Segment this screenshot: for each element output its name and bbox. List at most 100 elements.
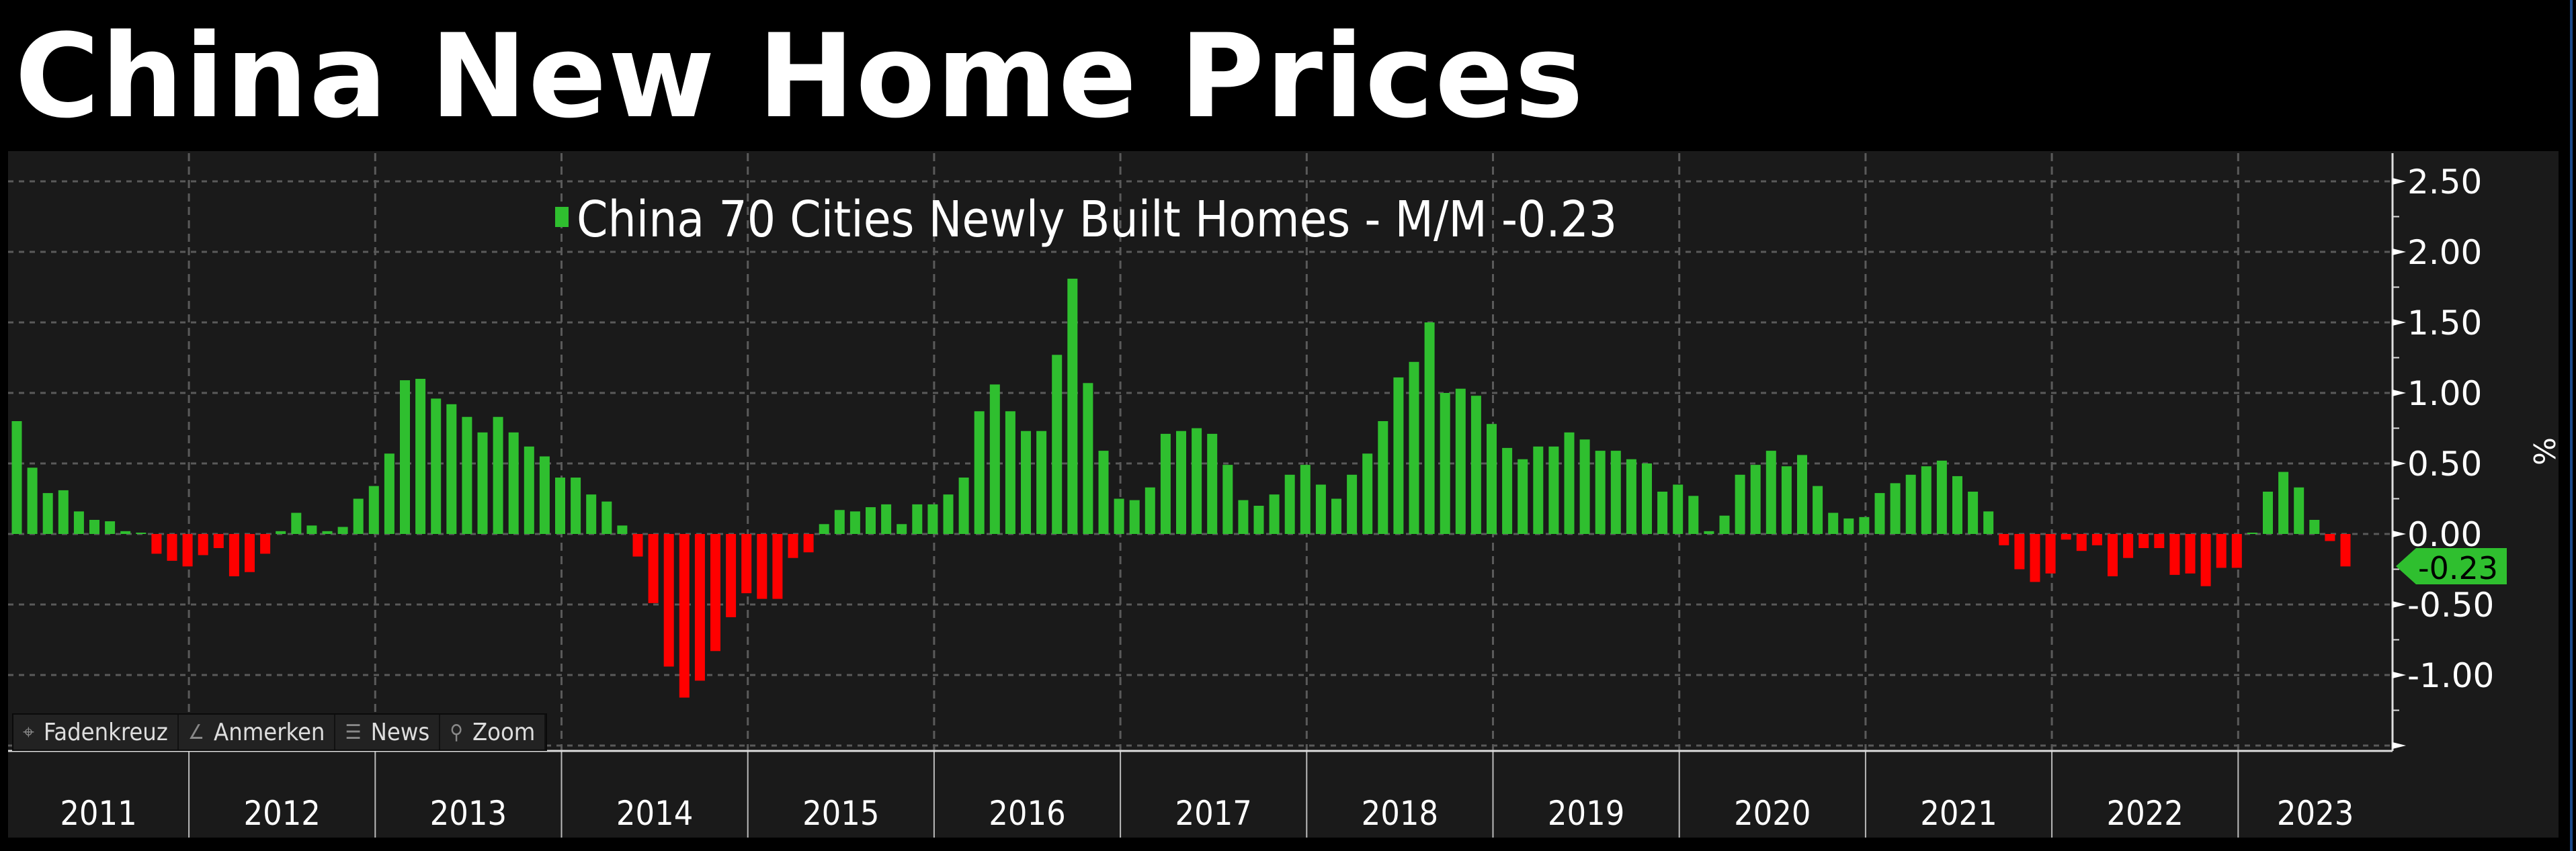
bar [2045,534,2056,574]
y-tick [2393,672,2406,678]
bar [943,494,954,534]
bar [1564,432,1575,534]
y-tick [2393,390,2406,396]
crosshair-icon: ⌖ [23,720,34,744]
bar [337,527,348,534]
bar [912,504,923,534]
bar [2138,534,2149,548]
bar [571,478,581,534]
bar [1502,447,1513,534]
bar [42,493,53,534]
last-value-label: -0.23 [2418,550,2498,586]
bar [1331,498,1341,534]
bar [1626,459,1636,534]
bar [245,534,255,572]
x-axis: 2011 2012 2013 2014 2015 2016 2017 2018 2019 2020… [8,750,2393,838]
x-tick-label: 2020 [1734,794,1811,833]
bar [368,486,379,534]
bar [1176,431,1186,534]
bar [617,525,628,534]
toolbar-zoom-button[interactable]: ⚲ Zoom [440,715,545,750]
bar [586,494,597,534]
bar [477,432,488,534]
bar [1843,518,1854,534]
bar [1067,278,1078,534]
bars [11,278,2351,698]
pencil-icon: ∠ [188,720,205,744]
toolbar-button-label: Zoom [472,718,536,746]
bar [772,534,783,599]
bar [1455,388,1466,534]
bar [1052,355,1063,534]
x-tick-label: 2011 [60,794,136,833]
bar [679,534,690,698]
bar [866,507,876,534]
y-tick-label: 2.00 [2407,233,2482,272]
toolbar-fadenkreuz-button[interactable]: ⌖ Fadenkreuz [13,715,177,750]
bar [2108,534,2118,576]
chart-title: China New Home Prices [15,9,1585,144]
bar [493,416,503,534]
bar [2294,487,2304,534]
bar [73,511,84,534]
bar [1905,474,1916,534]
bar [1999,534,2009,545]
y-tick-label: 1.00 [2407,374,2482,413]
x-tick-label: 2013 [430,794,507,833]
bar [2247,533,2257,534]
toolbar-button-label: News [370,718,430,746]
bar [2076,534,2087,551]
bar [2185,534,2196,574]
bar [1533,446,1544,534]
bar [2263,492,2273,534]
bar [1098,451,1109,534]
bar [1765,451,1776,534]
bar [1192,428,1202,534]
bar [2061,534,2071,540]
bar [1207,433,1218,534]
bar [1487,424,1497,534]
bar [384,453,394,534]
y-tick-label: 0.50 [2407,445,2482,484]
bar [1828,512,1839,534]
y-tick [2393,742,2406,749]
bar [105,521,116,534]
bar [2340,534,2351,567]
bar [726,534,737,617]
bar [306,525,317,534]
bar [741,534,752,594]
legend: China 70 Cities Newly Built Homes - M/M … [555,191,1617,249]
bar [1936,460,1947,534]
bar [1719,515,1730,534]
bar [1610,451,1621,534]
last-value-tag: -0.23 [2396,548,2507,586]
bar [1813,486,1823,534]
bar [2278,472,2289,534]
x-tick-label: 2014 [616,794,693,833]
bar [1797,455,1807,534]
bar [1145,487,1155,534]
bar [1347,474,1358,534]
bar [167,534,177,561]
x-tick-label: 2015 [802,794,879,833]
toolbar-anmerken-button[interactable]: ∠ Anmerken [178,715,335,750]
bar [228,534,239,576]
y-axis: 2.50 2.00 1.50 1.00 0.50 0.00 -0.50 -1.00 [2391,153,2494,751]
bar [182,534,193,567]
bar [2231,534,2242,568]
bar [2216,534,2227,568]
y-axis-unit: % [2526,437,2561,465]
bar [1284,474,1295,534]
bar [1952,476,1962,534]
bar [1735,474,1745,534]
bar [1781,466,1792,534]
bar [1874,493,1885,534]
bar [1595,451,1606,534]
bar [1968,492,1979,534]
bar [213,534,224,548]
toolbar-news-button[interactable]: ☰ News [335,715,440,750]
bar [2200,534,2211,586]
bar [1688,496,1699,534]
y-tick-label: 2.50 [2407,163,2482,201]
bar [803,534,814,553]
